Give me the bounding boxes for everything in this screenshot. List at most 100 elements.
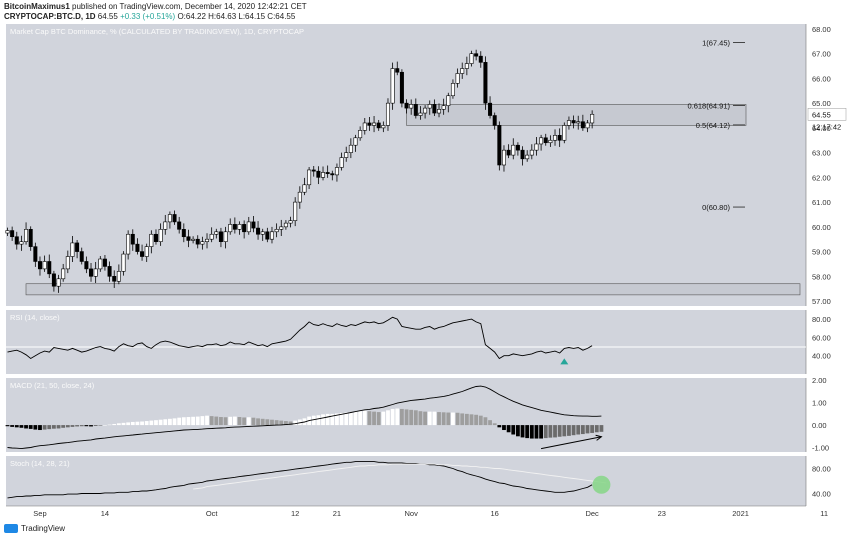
macd-histogram-bar	[562, 425, 567, 437]
macd-histogram-bar	[61, 425, 66, 428]
candle-up	[5, 230, 10, 234]
candle-up	[548, 139, 553, 144]
candle-up	[539, 137, 544, 145]
candle-up	[149, 233, 154, 247]
macd-histogram-bar	[93, 425, 98, 426]
horizontal-zone-box	[25, 283, 801, 296]
candle-up	[353, 137, 358, 146]
candle-up	[163, 221, 168, 230]
candle-down	[33, 246, 38, 262]
macd-ytick-label: 0.00	[812, 421, 827, 430]
x-tick-label: 11	[820, 509, 828, 518]
candle-up	[455, 73, 460, 84]
macd-histogram-bar	[168, 418, 172, 426]
macd-histogram-bar	[413, 410, 418, 426]
macd-histogram-bar	[469, 414, 474, 426]
macd-histogram-bar	[580, 425, 585, 435]
candle-up	[562, 125, 567, 141]
rsi-ytick-label: 60.00	[812, 333, 831, 342]
symbol-name: CRYPTOCAP:BTC.D, 1D	[4, 12, 96, 21]
macd-histogram-bar	[293, 420, 298, 426]
macd-histogram-bar	[335, 413, 339, 426]
rsi-title: RSI (14, close)	[10, 313, 60, 322]
price-ytick-label: 68.00	[812, 25, 831, 34]
price-ytick-label: 61.00	[812, 198, 831, 207]
macd-histogram-bar	[200, 416, 205, 426]
x-tick-label: 14	[101, 509, 109, 518]
candle-down	[153, 233, 158, 242]
macd-histogram-bar	[525, 425, 530, 439]
tradingview-logo-icon	[4, 524, 18, 533]
macd-histogram-bar	[576, 425, 581, 435]
candle-up	[348, 144, 353, 153]
macd-histogram-bar	[195, 416, 200, 426]
candle-down	[37, 261, 42, 270]
macd-histogram-bar	[376, 412, 381, 426]
price-ytick-label: 67.00	[812, 50, 831, 59]
price-ytick-label: 58.00	[812, 272, 831, 281]
fib-level-label: 0.5(64.12)	[696, 121, 731, 130]
candle-down	[478, 55, 483, 63]
candle-down	[413, 104, 418, 116]
macd-histogram-bar	[478, 415, 483, 426]
candle-up	[344, 152, 349, 158]
candle-up	[437, 109, 442, 114]
macd-histogram-bar	[483, 417, 488, 426]
candle-up	[302, 184, 307, 193]
macd-histogram-bar	[126, 422, 131, 426]
last-price-label: 64.55	[812, 110, 831, 119]
candle-down	[265, 231, 270, 240]
x-tick-label: 2021	[732, 509, 749, 518]
macd-histogram-bar	[311, 415, 316, 426]
macd-histogram-bar	[14, 425, 19, 428]
candle-down	[47, 261, 52, 275]
candle-up	[409, 104, 414, 109]
macd-histogram-bar	[348, 412, 353, 426]
candle-up	[534, 143, 539, 151]
macd-histogram-bar	[140, 421, 144, 426]
candle-down	[195, 238, 200, 245]
macd-histogram-bar	[492, 423, 497, 426]
macd-histogram-bar	[38, 425, 42, 431]
macd-histogram-bar	[28, 425, 33, 429]
macd-histogram-bar	[460, 413, 465, 426]
candle-down	[580, 121, 585, 129]
macd-histogram-bar	[409, 409, 414, 426]
macd-ytick-label: 2.00	[812, 376, 827, 385]
macd-histogram-bar	[279, 420, 284, 426]
price-pane-bg	[6, 24, 806, 306]
candle-down	[102, 258, 107, 267]
macd-histogram-bar	[214, 416, 219, 426]
candle-up	[24, 229, 29, 242]
candle-up	[339, 157, 344, 168]
author-name[interactable]: BitcoinMaximus1	[4, 2, 70, 11]
macd-histogram-bar	[488, 420, 492, 426]
macd-histogram-bar	[474, 414, 479, 426]
candle-down	[311, 169, 316, 172]
stoch-highlight-circle	[592, 475, 611, 494]
macd-histogram-bar	[130, 421, 135, 426]
macd-histogram-bar	[455, 412, 460, 426]
candle-down	[14, 236, 19, 245]
macd-histogram-bar	[464, 413, 469, 426]
candle-down	[543, 137, 548, 144]
candle-up	[427, 104, 432, 109]
price-ytick-label: 66.00	[812, 74, 831, 83]
macd-histogram-bar	[437, 412, 441, 426]
candle-up	[372, 122, 377, 126]
fib-level-label: 1(67.45)	[702, 39, 730, 48]
chart-canvas[interactable]: 68.00 67.00 66.00 65.00 64.00 63.00 62.00 61.00…	[0, 24, 850, 520]
candle-up	[423, 107, 428, 114]
candle-down	[557, 135, 562, 141]
candle-up	[42, 261, 47, 270]
macd-trend-arrow	[541, 436, 602, 450]
candle-up	[293, 201, 298, 221]
macd-histogram-bar	[228, 416, 233, 426]
x-tick-label: Dec	[585, 509, 599, 518]
candle-up	[246, 221, 251, 233]
rsi-pane-bg	[6, 310, 806, 374]
macd-histogram-bar	[395, 408, 400, 426]
candle-down	[367, 122, 372, 126]
x-tick-label: 21	[333, 509, 341, 518]
candle-down	[256, 227, 261, 235]
